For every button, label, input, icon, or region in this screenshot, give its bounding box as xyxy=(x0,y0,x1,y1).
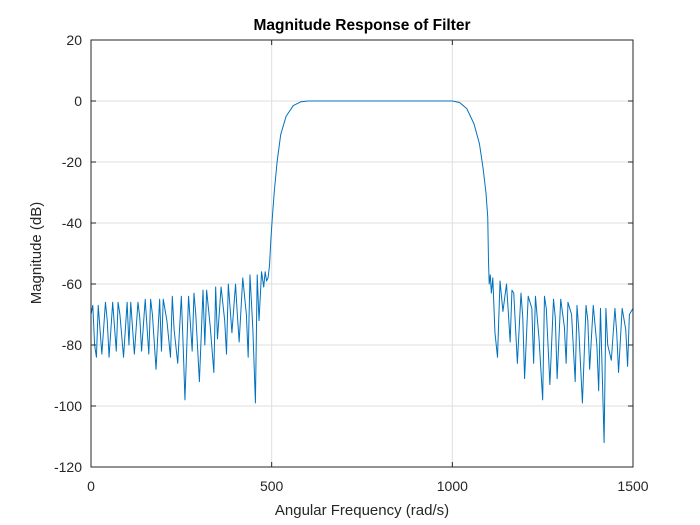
y-tick-label: -100 xyxy=(54,398,82,414)
chart-title: Magnitude Response of Filter xyxy=(253,17,470,34)
y-tick-label: 20 xyxy=(66,32,82,48)
series-layer xyxy=(90,100,634,444)
y-tick-label: -60 xyxy=(62,276,82,292)
x-tick-label: 1000 xyxy=(437,478,468,494)
plot-area xyxy=(91,40,633,467)
series-line xyxy=(90,100,634,444)
x-tick-label: 1500 xyxy=(617,478,648,494)
y-tick-label: -40 xyxy=(62,215,82,231)
x-tick-label: 500 xyxy=(260,478,284,494)
y-tick-label: 0 xyxy=(74,93,82,109)
x-tick-label: 0 xyxy=(87,478,95,494)
ticks xyxy=(90,39,634,468)
y-tick-label: -80 xyxy=(62,337,82,353)
x-axis-label: Angular Frequency (rad/s) xyxy=(275,502,449,519)
y-axis-label: Magnitude (dB) xyxy=(28,202,45,305)
tick-labels: 0 500 1000 1500 20 0 -20 -40 -60 -80 -100 -120 xyxy=(54,32,649,494)
grid xyxy=(90,39,634,468)
axes-box xyxy=(90,39,634,468)
y-tick-label: -20 xyxy=(62,154,82,170)
y-tick-label: -120 xyxy=(54,459,82,475)
